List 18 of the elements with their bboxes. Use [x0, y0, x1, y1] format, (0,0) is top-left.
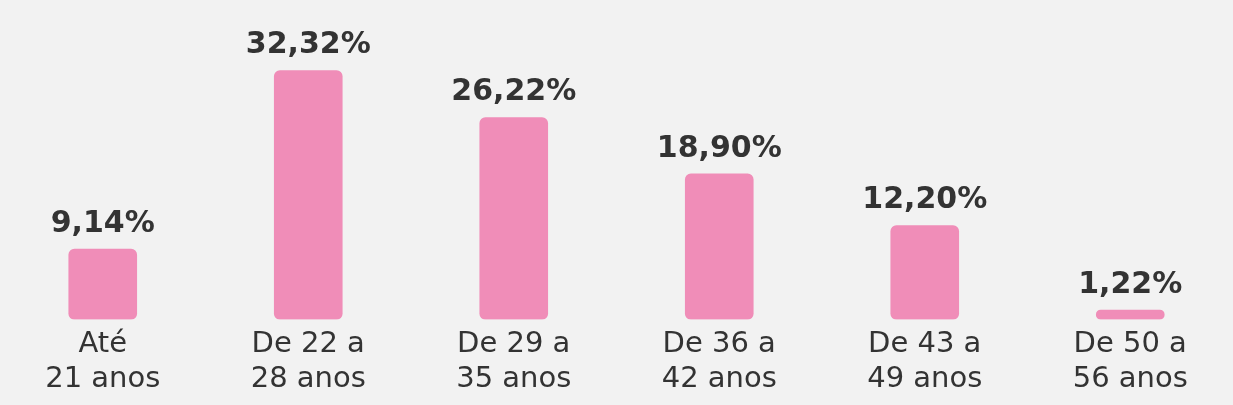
x-tick-label: De 29 a 35 anos — [456, 325, 572, 395]
x-tick-label: Até 21 anos — [45, 325, 161, 395]
bar — [479, 117, 549, 320]
x-tick-label: De 50 a 56 anos — [1072, 325, 1188, 395]
x-tick-label: De 36 a 42 anos — [661, 325, 777, 395]
data-label: 26,22% — [451, 72, 577, 108]
data-label: 9,14% — [50, 203, 155, 239]
x-tick-label: De 43 a 49 anos — [867, 325, 983, 395]
data-label: 12,20% — [862, 180, 988, 216]
data-label: 32,32% — [245, 25, 371, 61]
bar — [684, 173, 754, 320]
bar — [1095, 309, 1165, 320]
bar — [273, 70, 343, 320]
data-label: 18,90% — [656, 128, 782, 164]
data-label: 1,22% — [1078, 264, 1183, 300]
x-tick-label: De 22 a 28 anos — [250, 325, 366, 395]
bar — [68, 248, 138, 320]
bar — [890, 225, 960, 320]
